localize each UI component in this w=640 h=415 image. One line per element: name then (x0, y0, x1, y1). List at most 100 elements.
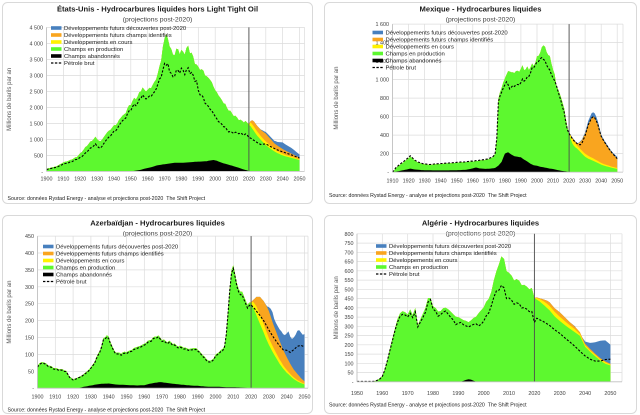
svg-text:500: 500 (345, 287, 354, 293)
svg-text:2030: 2030 (260, 177, 272, 183)
svg-text:1980: 1980 (499, 179, 511, 185)
svg-text:Source: données Rystad Energy: Source: données Rystad Energy - analyse … (329, 403, 527, 409)
svg-text:250: 250 (345, 334, 354, 340)
svg-text:1970: 1970 (159, 177, 171, 183)
svg-text:Pétrole brut: Pétrole brut (386, 66, 417, 72)
svg-text:350: 350 (25, 268, 34, 274)
svg-text:250: 250 (25, 302, 34, 308)
svg-text:1950: 1950 (351, 391, 363, 397)
svg-text:650: 650 (345, 260, 354, 266)
svg-text:Pétrole brut: Pétrole brut (56, 280, 87, 286)
svg-text:2040: 2040 (579, 391, 591, 397)
svg-text:200: 200 (380, 152, 389, 158)
svg-text:1920: 1920 (403, 179, 415, 185)
svg-text:700: 700 (345, 250, 354, 256)
svg-text:1960: 1960 (376, 391, 388, 397)
svg-text:1960: 1960 (467, 179, 479, 185)
svg-text:Source: données Rystad Energy: Source: données Rystad Energy - analyse … (8, 196, 206, 202)
svg-text:Développements en cours: Développements en cours (386, 45, 454, 51)
svg-text:États-Unis - Hydrocarbures liq: États-Unis - Hydrocarbures liquides hors… (57, 5, 258, 14)
svg-text:1 000: 1 000 (30, 137, 44, 143)
svg-text:Mexique - Hydrocarbures liquid: Mexique - Hydrocarbures liquides (420, 5, 542, 14)
svg-text:Source: données Rystad Energy: Source: données Rystad Energy - analyse … (8, 408, 206, 414)
svg-text:1970: 1970 (402, 391, 414, 397)
svg-text:Pétrole brut: Pétrole brut (389, 272, 420, 278)
svg-text:Champs en production: Champs en production (56, 266, 115, 272)
svg-text:1900: 1900 (41, 177, 53, 183)
svg-text:2 500: 2 500 (30, 89, 44, 95)
svg-text:1 600: 1 600 (376, 22, 390, 28)
svg-text:2000: 2000 (531, 179, 543, 185)
svg-text:Développements futurs découver: Développements futurs découvertes post-2… (64, 26, 187, 32)
svg-text:500: 500 (34, 153, 43, 159)
svg-text:600: 600 (380, 115, 389, 121)
svg-text:750: 750 (345, 241, 354, 247)
svg-text:350: 350 (345, 315, 354, 321)
svg-text:2020: 2020 (243, 177, 255, 183)
svg-text:150: 150 (25, 336, 34, 342)
svg-text:2050: 2050 (294, 177, 306, 183)
svg-text:-: - (32, 386, 34, 392)
svg-text:1970: 1970 (156, 395, 168, 401)
svg-text:Champs abandonnés: Champs abandonnés (56, 273, 112, 279)
svg-text:1950: 1950 (451, 179, 463, 185)
svg-text:2000: 2000 (210, 395, 222, 401)
svg-text:1980: 1980 (174, 395, 186, 401)
svg-text:Développements en cours: Développements en cours (56, 259, 124, 265)
svg-text:2040: 2040 (281, 395, 293, 401)
svg-text:2030: 2030 (554, 391, 566, 397)
svg-text:2040: 2040 (277, 177, 289, 183)
svg-text:1910: 1910 (57, 177, 69, 183)
svg-text:800: 800 (345, 232, 354, 238)
svg-text:Développements en cours: Développements en cours (64, 40, 132, 46)
svg-text:Développements futurs découver: Développements futurs découvertes post-2… (386, 31, 509, 37)
svg-text:400: 400 (345, 306, 354, 312)
svg-text:1990: 1990 (515, 179, 527, 185)
svg-text:Développements futurs champs i: Développements futurs champs identifiés (386, 38, 494, 44)
svg-text:2000: 2000 (478, 391, 490, 397)
svg-text:Azerbaïdjan - Hydrocarbures li: Azerbaïdjan - Hydrocarbures liquides (90, 219, 225, 228)
svg-text:450: 450 (25, 234, 34, 240)
svg-text:Algérie - Hydrocarbures liquid: Algérie - Hydrocarbures liquides (422, 219, 539, 228)
svg-text:400: 400 (380, 133, 389, 139)
svg-text:2050: 2050 (299, 395, 311, 401)
svg-text:1920: 1920 (67, 395, 79, 401)
svg-text:Millions de barils par an: Millions de barils par an (7, 68, 13, 131)
svg-text:50: 50 (28, 369, 34, 375)
svg-text:2030: 2030 (579, 179, 591, 185)
svg-text:1930: 1930 (91, 177, 103, 183)
svg-text:2040: 2040 (595, 179, 607, 185)
svg-text:Champs abandonnés: Champs abandonnés (64, 54, 120, 60)
svg-text:4 500: 4 500 (30, 25, 44, 31)
svg-text:1900: 1900 (32, 395, 44, 401)
svg-text:2010: 2010 (503, 391, 515, 397)
svg-text:1930: 1930 (85, 395, 97, 401)
svg-text:450: 450 (345, 297, 354, 303)
svg-text:2050: 2050 (604, 391, 616, 397)
svg-text:1960: 1960 (142, 177, 154, 183)
svg-text:Développements futurs champs i: Développements futurs champs identifiés (56, 252, 164, 258)
svg-text:1990: 1990 (192, 395, 204, 401)
svg-text:200: 200 (25, 319, 34, 325)
svg-text:-: - (352, 380, 354, 386)
svg-text:1940: 1940 (435, 179, 447, 185)
svg-text:2020: 2020 (245, 395, 257, 401)
svg-text:1 500: 1 500 (30, 121, 44, 127)
svg-text:1960: 1960 (138, 395, 150, 401)
svg-text:1 000: 1 000 (376, 78, 390, 84)
svg-text:2 000: 2 000 (30, 105, 44, 111)
svg-text:300: 300 (345, 324, 354, 330)
svg-text:Développements futurs champs i: Développements futurs champs identifiés (389, 251, 497, 257)
svg-text:600: 600 (345, 269, 354, 275)
svg-text:2010: 2010 (226, 177, 238, 183)
svg-text:Millions de barils par an: Millions de barils par an (334, 276, 340, 339)
svg-text:1980: 1980 (427, 391, 439, 397)
svg-text:Développements futurs découver: Développements futurs découvertes post-2… (389, 244, 512, 250)
svg-text:(projections post-2020): (projections post-2020) (123, 17, 193, 24)
svg-text:800: 800 (380, 96, 389, 102)
svg-text:300: 300 (25, 285, 34, 291)
svg-text:2050: 2050 (611, 179, 623, 185)
svg-text:100: 100 (25, 352, 34, 358)
svg-text:3 500: 3 500 (30, 57, 44, 63)
svg-text:1970: 1970 (483, 179, 495, 185)
